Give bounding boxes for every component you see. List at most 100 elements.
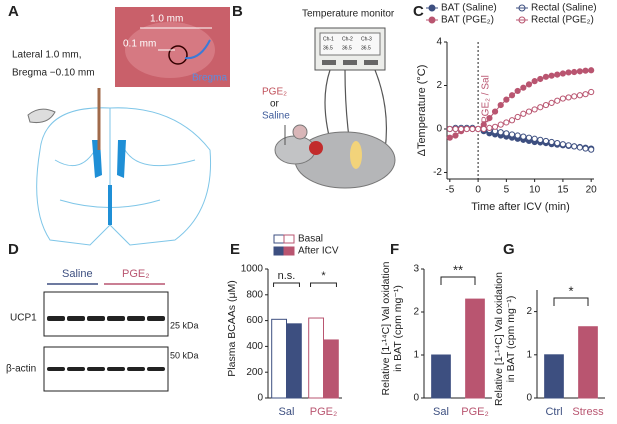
data-point [548,72,555,79]
y-axis-label: ΔTemperature (°C) [416,65,428,157]
y-tick-label: 1 [526,349,532,360]
y-tick-label: 400 [246,341,263,352]
coordinate: Bregma −0.10 mm [12,68,95,79]
data-point [469,125,476,133]
scale-label: 0.1 mm [123,39,156,50]
monitor-title: Temperature monitor [302,9,395,20]
legend-label: BAT (Saline) [441,3,497,14]
data-point [458,125,465,133]
blot-label: UCP1 [10,313,37,324]
y-tick-label: 200 [246,367,263,378]
data-point [531,78,538,85]
data-point [554,97,561,104]
vehicle-label: Saline [262,111,290,122]
panel-label: G [503,241,515,258]
legend-swatch [283,246,295,256]
data-point [548,99,555,106]
channel: Ch-3 [361,36,372,42]
x-tick-label: -5 [445,185,454,196]
y-tick-label: 3 [413,264,419,275]
ventricles [92,140,126,225]
y-tick-label: -2 [433,167,442,178]
data-point [559,95,567,102]
arrow [184,39,211,60]
bat-site [309,141,323,155]
coordinate: Lateral 1.0 mm, [12,50,81,61]
data-point [452,132,459,139]
data-point [463,125,470,133]
data-point [559,70,567,77]
data-point [576,68,583,75]
y-tick-label: 2 [436,80,442,91]
x-tick-label: 0 [475,185,481,196]
y-tick-label: 0 [526,393,532,404]
data-point [486,115,493,122]
data-point [503,119,510,126]
x-tick-label: 10 [529,185,541,196]
bar [544,354,564,399]
x-axis-label: Time after ICV (min) [471,201,570,213]
mouse-head [274,135,316,165]
bat-depot [350,141,362,169]
data-point [491,108,499,115]
data-point [508,117,516,124]
data-point [503,96,510,103]
y-tick-label: 2 [413,307,419,318]
data-point [554,71,561,78]
data-point [542,137,550,145]
injection-site [168,45,188,65]
data-point [525,81,533,88]
panel-label: A [8,3,19,20]
x-tick-label: Stress [572,406,604,418]
legend-label: BAT (PGE₂) [441,15,494,26]
brain-icon [27,108,56,123]
data-point [520,110,527,117]
bar [323,339,339,399]
y-tick-label: 1000 [241,264,264,275]
data-point [497,121,504,128]
data-point [486,124,493,131]
data-point [503,130,510,137]
data-point [588,88,595,96]
data-point [508,92,516,99]
legend-swatch [273,246,285,256]
bar [431,354,451,399]
significance: * [568,283,573,298]
channel: Ch-2 [342,36,353,42]
legend-swatch [273,234,285,244]
y-tick-label: 2 [526,306,532,317]
data-point [480,125,487,133]
panel-label: B [232,3,243,20]
monitor-screen [319,32,381,56]
x-tick-label: 15 [557,185,569,196]
panel-label: C [413,3,424,20]
data-point [520,133,527,140]
bregma-label: Bregma [192,73,227,84]
legend-label: Basal [298,234,323,245]
data-point [542,73,550,80]
data-point [452,125,459,133]
y-tick-label: 0 [257,393,263,404]
data-point [576,144,583,151]
channel: Ch-1 [323,36,334,42]
y-tick-label: 4 [436,37,442,48]
y-tick-label: 0 [436,124,442,135]
legend-label: After ICV [298,246,339,257]
panel-label: E [230,241,240,258]
data-point [497,129,504,136]
legend-label: Rectal (Saline) [531,3,597,14]
reading: 36.5 [323,45,333,51]
data-point [514,132,521,139]
y-tick-label: 600 [246,315,263,326]
data-point [514,113,521,121]
drug-label: PGE₂ [262,87,287,98]
data-point [525,134,533,141]
legend-swatch [283,234,295,244]
y-tick-label: 1 [413,350,419,361]
bracket [440,276,476,285]
bar [465,298,485,399]
data-point [537,104,544,111]
data-point [582,145,589,152]
x-tick-label: Sal [279,406,295,418]
